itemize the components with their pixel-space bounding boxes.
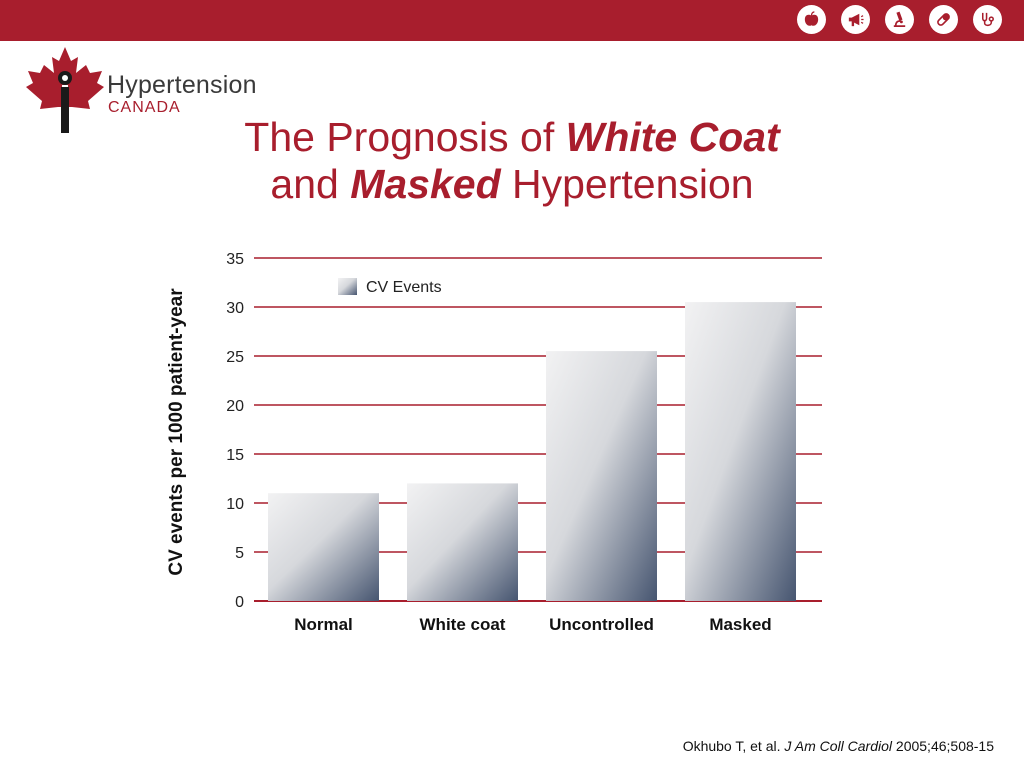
- y-tick-label: 30: [226, 300, 244, 317]
- legend-label: CV Events: [366, 279, 442, 296]
- x-tick-label: Masked: [709, 615, 771, 634]
- title-text-1: The Prognosis of: [244, 114, 566, 160]
- bar-masked: [685, 302, 796, 601]
- title-line-1: The Prognosis of White Coat: [0, 114, 1024, 161]
- y-tick-label: 25: [226, 349, 244, 366]
- y-tick-label: 20: [226, 398, 244, 415]
- y-tick-label: 15: [226, 447, 244, 464]
- y-tick-label: 0: [235, 594, 244, 611]
- x-tick-label: White coat: [420, 615, 506, 634]
- y-tick-label: 5: [235, 545, 244, 562]
- citation-authors: Okhubo T, et al.: [682, 738, 785, 754]
- title-line-2: and Masked Hypertension: [0, 161, 1024, 208]
- apple-icon[interactable]: [797, 5, 826, 34]
- title-emphasis-white-coat: White Coat: [565, 114, 780, 160]
- microscope-icon[interactable]: [885, 5, 914, 34]
- bar-white-coat: [407, 483, 518, 601]
- bar-uncontrolled: [546, 351, 657, 601]
- pill-icon[interactable]: [929, 5, 958, 34]
- logo-text-canada: CANADA: [108, 99, 181, 116]
- y-tick-label: 35: [226, 251, 244, 268]
- hypertension-canada-logo: Hypertension CANADA: [24, 45, 274, 140]
- title-text-3: Hypertension: [500, 161, 754, 207]
- title-text-2: and: [270, 161, 351, 207]
- y-axis-label: CV events per 1000 patient-year: [166, 288, 187, 576]
- slide-title: The Prognosis of White Coat and Masked H…: [0, 114, 1024, 208]
- bar-normal: [268, 493, 379, 601]
- citation-details: 2005;46;508-15: [892, 738, 994, 754]
- x-tick-label: Normal: [294, 615, 353, 634]
- x-tick-label: Uncontrolled: [549, 615, 654, 634]
- citation: Okhubo T, et al. J Am Coll Cardiol 2005;…: [683, 738, 994, 754]
- header-bar: [0, 0, 1024, 41]
- stethoscope-icon[interactable]: [973, 5, 1002, 34]
- citation-journal: J Am Coll Cardiol: [784, 738, 893, 754]
- header-icons: [797, 5, 1002, 34]
- legend-swatch: [338, 278, 357, 295]
- megaphone-icon[interactable]: [841, 5, 870, 34]
- title-emphasis-masked: Masked: [350, 161, 501, 207]
- logo-text-hypertension: Hypertension: [107, 71, 257, 99]
- y-tick-label: 10: [226, 496, 244, 513]
- maple-leaf-icon: [26, 47, 104, 133]
